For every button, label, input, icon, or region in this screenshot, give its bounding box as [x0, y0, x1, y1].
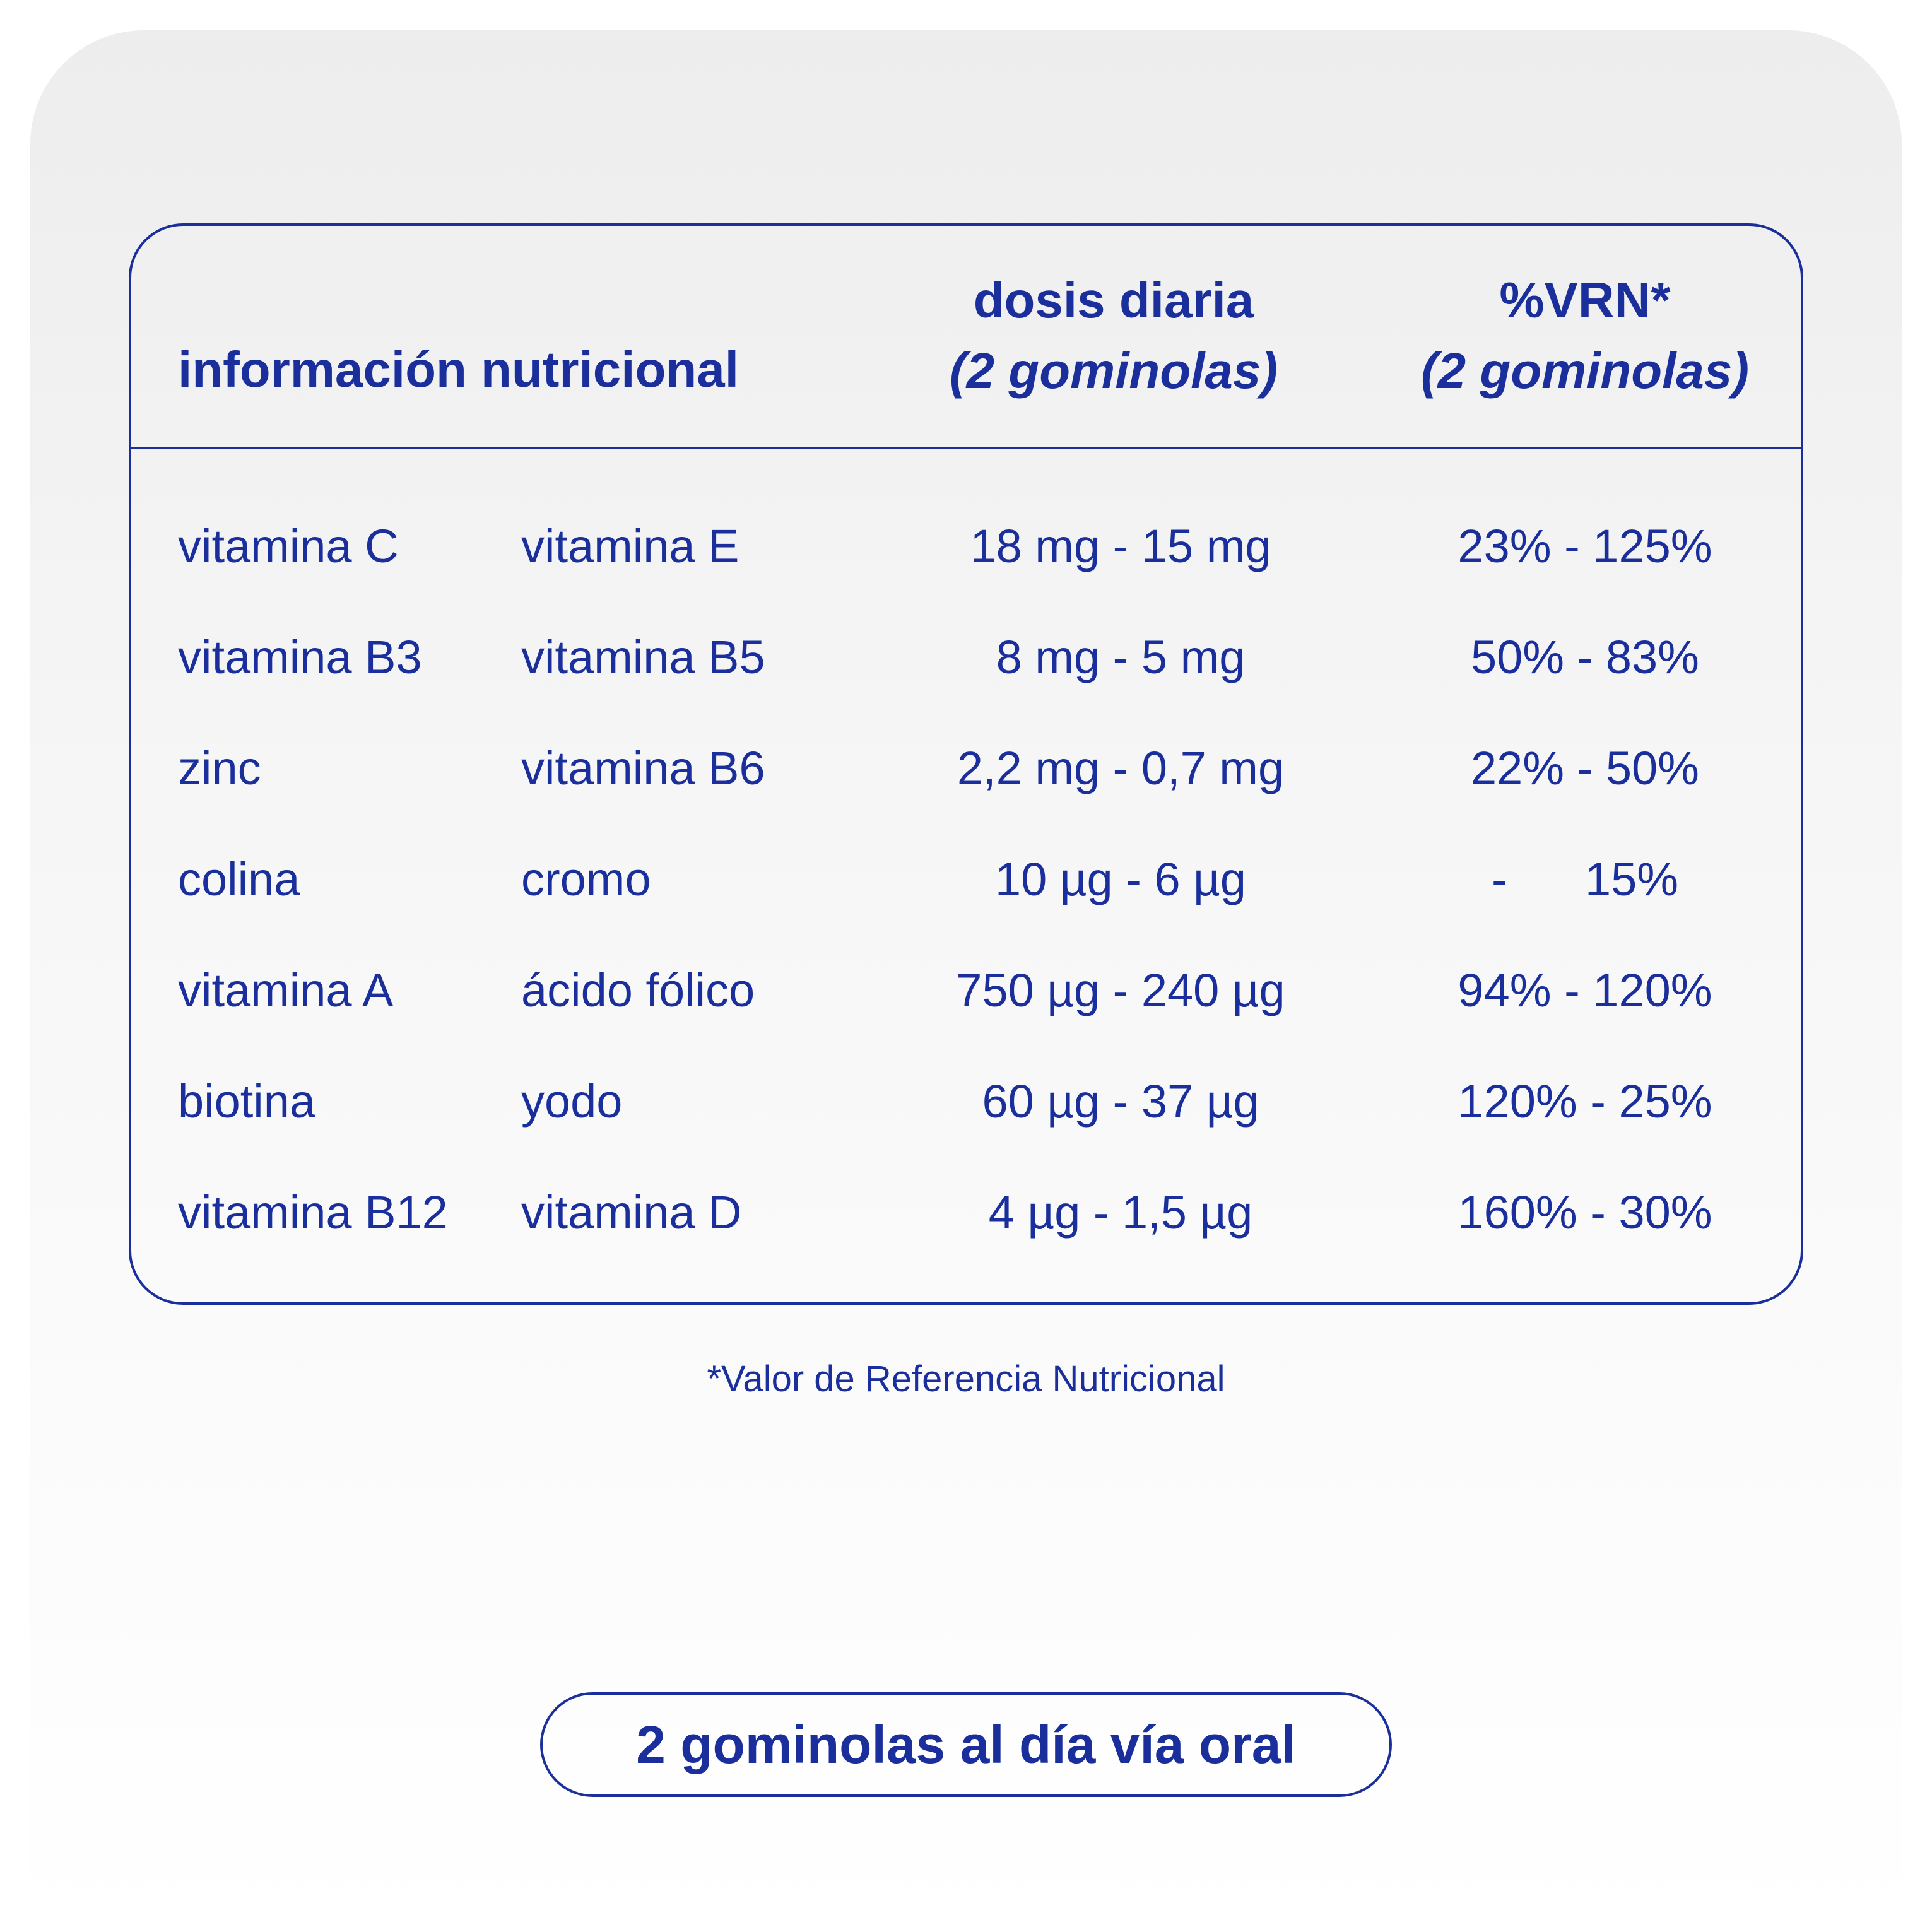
vrn-percent: 94% - 120%	[1458, 964, 1712, 1016]
nutrient-name-1: vitamina B12	[178, 1186, 448, 1239]
daily-dose: 8 mg - 5 mg	[996, 631, 1246, 683]
nutrient-name-2: vitamina B5	[521, 631, 765, 683]
table-row: zinc vitamina B6 2,2 mg - 0,7 mg 22% - 5…	[0, 724, 1932, 813]
column-header-vrn: %VRN* (2 gominolas)	[1333, 265, 1837, 406]
nutrient-name-1: vitamina C	[178, 520, 399, 572]
vrn-percent: - 15%	[1491, 853, 1679, 905]
nutrient-name-2: ácido fólico	[521, 964, 755, 1016]
column-header-dose: dosis diaria (2 gominolas)	[861, 265, 1366, 406]
vrn-header-line2: (2 gominolas)	[1420, 343, 1750, 399]
vrn-percent: 22% - 50%	[1471, 742, 1699, 794]
dose-header-line1: dosis diaria	[973, 272, 1254, 328]
nutrient-name-1: vitamina A	[178, 964, 394, 1016]
daily-dose: 10 µg - 6 µg	[995, 853, 1246, 905]
daily-dose: 4 µg - 1,5 µg	[988, 1186, 1253, 1239]
daily-dose: 60 µg - 37 µg	[982, 1075, 1259, 1128]
table-row: biotina yodo 60 µg - 37 µg 120% - 25%	[0, 1057, 1932, 1146]
table-row: vitamina B3 vitamina B5 8 mg - 5 mg 50% …	[0, 613, 1932, 702]
nutrition-table-frame	[129, 223, 1803, 1305]
dose-header-line2: (2 gominolas)	[949, 343, 1278, 399]
nutrient-name-2: vitamina D	[521, 1186, 742, 1239]
vrn-percent: 50% - 83%	[1471, 631, 1699, 683]
vrn-header-line1: %VRN*	[1499, 272, 1671, 328]
table-title: información nutricional	[178, 341, 739, 398]
table-header-divider	[129, 447, 1803, 449]
vrn-percent: 160% - 30%	[1458, 1186, 1712, 1239]
nutrient-name-1: zinc	[178, 742, 261, 794]
nutrient-name-1: colina	[178, 853, 300, 905]
footnote: *Valor de Referencia Nutricional	[707, 1358, 1225, 1399]
nutrient-name-2: vitamina B6	[521, 742, 765, 794]
nutrient-name-1: vitamina B3	[178, 631, 422, 683]
daily-dose: 18 mg - 15 mg	[970, 520, 1271, 572]
vrn-percent: 120% - 25%	[1458, 1075, 1712, 1128]
table-row: colina cromo 10 µg - 6 µg - 15%	[0, 835, 1932, 924]
daily-dose: 2,2 mg - 0,7 mg	[957, 742, 1285, 794]
vrn-percent: 23% - 125%	[1458, 520, 1712, 572]
daily-dose: 750 µg - 240 µg	[956, 964, 1285, 1016]
nutrient-name-2: cromo	[521, 853, 651, 905]
nutrient-name-2: vitamina E	[521, 520, 739, 572]
dosage-pill-label: 2 gominolas al día vía oral	[540, 1692, 1392, 1797]
nutrient-name-2: yodo	[521, 1075, 623, 1128]
background-card	[30, 30, 1902, 1932]
table-row: vitamina B12 vitamina D 4 µg - 1,5 µg 16…	[0, 1169, 1932, 1257]
nutrient-name-1: biotina	[178, 1075, 316, 1128]
table-row: vitamina A ácido fólico 750 µg - 240 µg …	[0, 946, 1932, 1035]
table-row: vitamina C vitamina E 18 mg - 15 mg 23% …	[0, 502, 1932, 591]
